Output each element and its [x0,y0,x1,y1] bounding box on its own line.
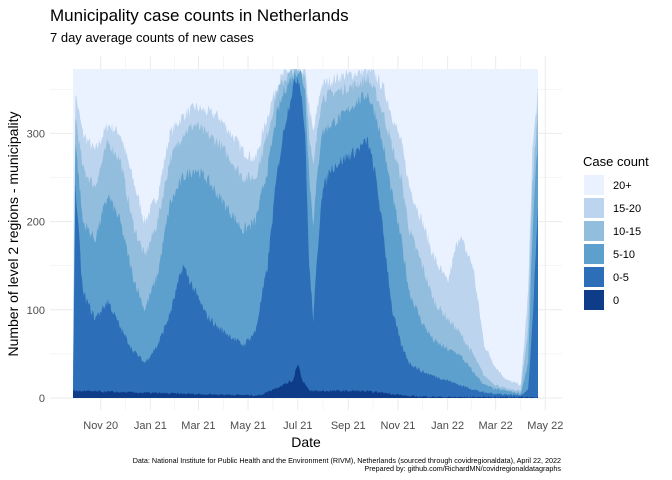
legend-label: 0 [613,295,619,307]
legend-label: 5-10 [613,249,635,261]
y-tick-label: 100 [27,305,45,317]
x-tick-label: Mar 21 [181,420,215,432]
x-tick-label: Jan 21 [134,420,167,432]
legend-swatch [584,221,604,241]
x-tick-label: Nov 21 [381,420,416,432]
x-tick-label: Sep 21 [331,420,366,432]
x-axis-title: Date [291,434,321,450]
legend: 20+ 15-20 10-15 5-10 0-5 0 [584,175,641,310]
legend-swatch [584,244,604,264]
caption-prepared-by: Prepared by: github.com/RichardMN/covidr… [364,464,561,473]
chart-subtitle: 7 day average counts of new cases [50,30,254,45]
y-tick-label: 200 [27,217,45,229]
area-0 [73,364,538,398]
legend-swatch [584,290,604,310]
legend-title: Case count [583,154,649,169]
legend-label: 0-5 [613,272,629,284]
x-tick-label: Nov 20 [83,420,118,432]
caption-source: Data: National Institute for Public Heal… [133,456,561,465]
legend-label: 10-15 [613,226,641,238]
area-0-5 [73,76,538,398]
x-tick-label: May 22 [527,420,563,432]
x-axis-ticks: Nov 20 Jan 21 Mar 21 May 21 Jul 21 Sep 21 Nov … [83,420,563,432]
chart-title: Municipality case counts in Netherlands [50,6,349,25]
x-tick-label: May 21 [230,420,266,432]
x-tick-label: Jan 22 [431,420,464,432]
y-axis-title: Number of level 2 regions - municipality [5,111,21,356]
y-tick-label: 0 [39,393,45,405]
x-tick-label: Jul 21 [283,420,312,432]
y-tick-label: 300 [27,128,45,140]
x-tick-label: Mar 22 [479,420,513,432]
stacked-area-series [73,69,538,398]
legend-swatch [584,267,604,287]
y-axis-ticks: 0 100 200 300 [27,128,45,405]
legend-swatch [584,175,604,195]
legend-label: 15-20 [613,203,641,215]
legend-swatch [584,198,604,218]
legend-label: 20+ [613,180,632,192]
